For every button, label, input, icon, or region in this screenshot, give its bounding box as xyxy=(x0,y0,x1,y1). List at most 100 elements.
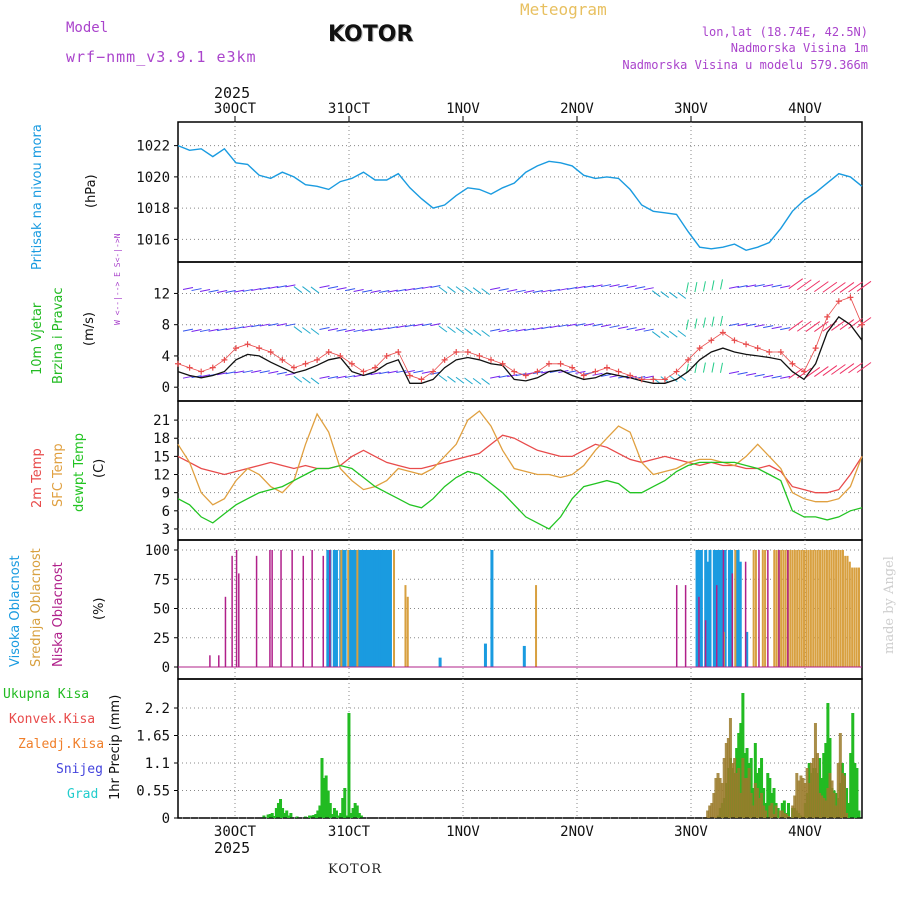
precip-conv-bar xyxy=(791,805,795,818)
precip-total-bar xyxy=(324,775,328,818)
wind-arrow xyxy=(370,328,381,332)
wind-arrow xyxy=(447,375,456,383)
cloud-mid-bar xyxy=(784,550,787,667)
precip-conv-bar xyxy=(842,775,846,818)
cloud-mid-bar xyxy=(846,555,849,667)
wind-arrow xyxy=(481,288,490,295)
wind-arrow xyxy=(685,282,689,293)
x-tick-label-bottom: 30OCT xyxy=(214,824,257,840)
cloud-mid-bar xyxy=(814,550,817,667)
y-tick-label: 9 xyxy=(162,486,170,502)
precip-total-bar xyxy=(316,810,320,818)
precip-total-bar xyxy=(281,808,285,818)
precip-conv-bar xyxy=(768,805,772,818)
wind-arrow xyxy=(763,284,774,288)
x-tick-label-bottom: 1NOV xyxy=(446,824,480,840)
precip-conv-bar xyxy=(816,753,820,818)
cloud-high-bar xyxy=(745,631,749,667)
wind-arrow xyxy=(532,289,543,293)
precip-conv-bar xyxy=(747,768,751,818)
wind-arrow xyxy=(643,375,654,379)
wind-arrow xyxy=(609,284,620,288)
precip-conv-bar xyxy=(797,780,801,818)
cloud-low-bar xyxy=(231,555,233,667)
cloud-high-bar xyxy=(373,550,377,667)
wind-arrow xyxy=(754,373,765,377)
cloud-high-bar xyxy=(704,550,708,667)
wind-arrow xyxy=(702,281,706,292)
wind-arrow xyxy=(507,329,518,333)
cloud-low-bar xyxy=(291,550,293,667)
wind-speed-line xyxy=(177,316,863,384)
wind-arrow xyxy=(217,289,228,293)
panel-frame-pressure xyxy=(177,121,863,263)
precip-conv-bar xyxy=(751,805,755,818)
cloud-mid-bar xyxy=(347,550,350,667)
cloud-mid-bar xyxy=(837,550,840,667)
precip-total-bar xyxy=(847,803,851,818)
precip-total-bar xyxy=(757,768,761,818)
precip-conv-bar xyxy=(832,793,836,818)
wind-arrow xyxy=(199,288,211,292)
cloud-mid-bar xyxy=(851,567,854,667)
precip-total-bar xyxy=(312,815,316,818)
x-tick-label-bottom: 2NOV xyxy=(560,824,594,840)
wind-arrow xyxy=(677,292,687,299)
cloud-low-bar xyxy=(322,555,325,667)
cloud-low-bar xyxy=(698,596,700,667)
y-tick-label: 12 xyxy=(153,286,170,302)
cloud-mid-bar xyxy=(752,550,755,667)
precip-total-bar xyxy=(751,788,755,818)
cloud-mid-bar xyxy=(853,567,856,667)
wind-arrow xyxy=(413,323,424,327)
wind-arrow xyxy=(635,286,646,290)
wind-arrow xyxy=(515,328,526,332)
wind-arrow xyxy=(498,288,509,292)
precip-total-bar xyxy=(760,758,764,818)
wind-arrow xyxy=(515,289,526,293)
y-tick-label: 6 xyxy=(162,504,170,520)
cloud-high-bar xyxy=(490,550,494,667)
cloud-mid-bar xyxy=(825,550,828,667)
precip-conv-bar xyxy=(716,773,720,818)
y-tick-label: 100 xyxy=(145,543,170,559)
y-tick-label: 1.1 xyxy=(145,756,170,772)
precip-total-bar xyxy=(276,803,280,818)
wind-arrow xyxy=(268,285,279,289)
wind-arrow xyxy=(430,323,441,327)
precip-total-bar xyxy=(287,815,291,818)
cloud-high-bar xyxy=(343,550,347,667)
wind-arrow xyxy=(438,374,448,382)
precip-conv-bar xyxy=(787,816,791,818)
y-tick-label: 21 xyxy=(153,413,170,429)
cloud-low-bar xyxy=(224,596,227,667)
cloud-mid-bar xyxy=(773,550,776,667)
precip-conv-bar xyxy=(764,810,768,818)
wind-arrow xyxy=(677,374,687,381)
wind-arrow xyxy=(370,290,381,293)
cloud-low-bar xyxy=(269,550,271,667)
wind-arrow xyxy=(805,367,821,378)
cloud-low-bar xyxy=(704,620,707,667)
y-tick-label: 0.55 xyxy=(136,784,170,800)
precip-total-bar xyxy=(739,723,743,818)
x-tick-label-top: 31OCT xyxy=(328,101,371,117)
precip-conv-bar xyxy=(772,814,776,818)
year-top: 2025 xyxy=(214,84,251,102)
cloud-mid-bar xyxy=(782,550,785,667)
y-tick-label: 75 xyxy=(153,572,170,588)
wind-arrow xyxy=(242,288,253,292)
wind-arrow xyxy=(396,325,407,329)
cloud-low-bar xyxy=(209,655,211,667)
cloud-mid-bar xyxy=(780,550,783,667)
wind-arrow xyxy=(293,326,303,333)
precip-conv-bar xyxy=(722,758,726,818)
cloud-high-bar xyxy=(723,550,727,667)
y-tick-label: 25 xyxy=(153,631,170,647)
wind-arrow xyxy=(702,362,706,373)
wind-arrow xyxy=(285,284,296,288)
cloud-mid-bar xyxy=(800,550,803,667)
wind-gust-marker xyxy=(175,360,181,367)
wind-arrow xyxy=(319,327,330,331)
wind-arrow xyxy=(362,289,373,293)
